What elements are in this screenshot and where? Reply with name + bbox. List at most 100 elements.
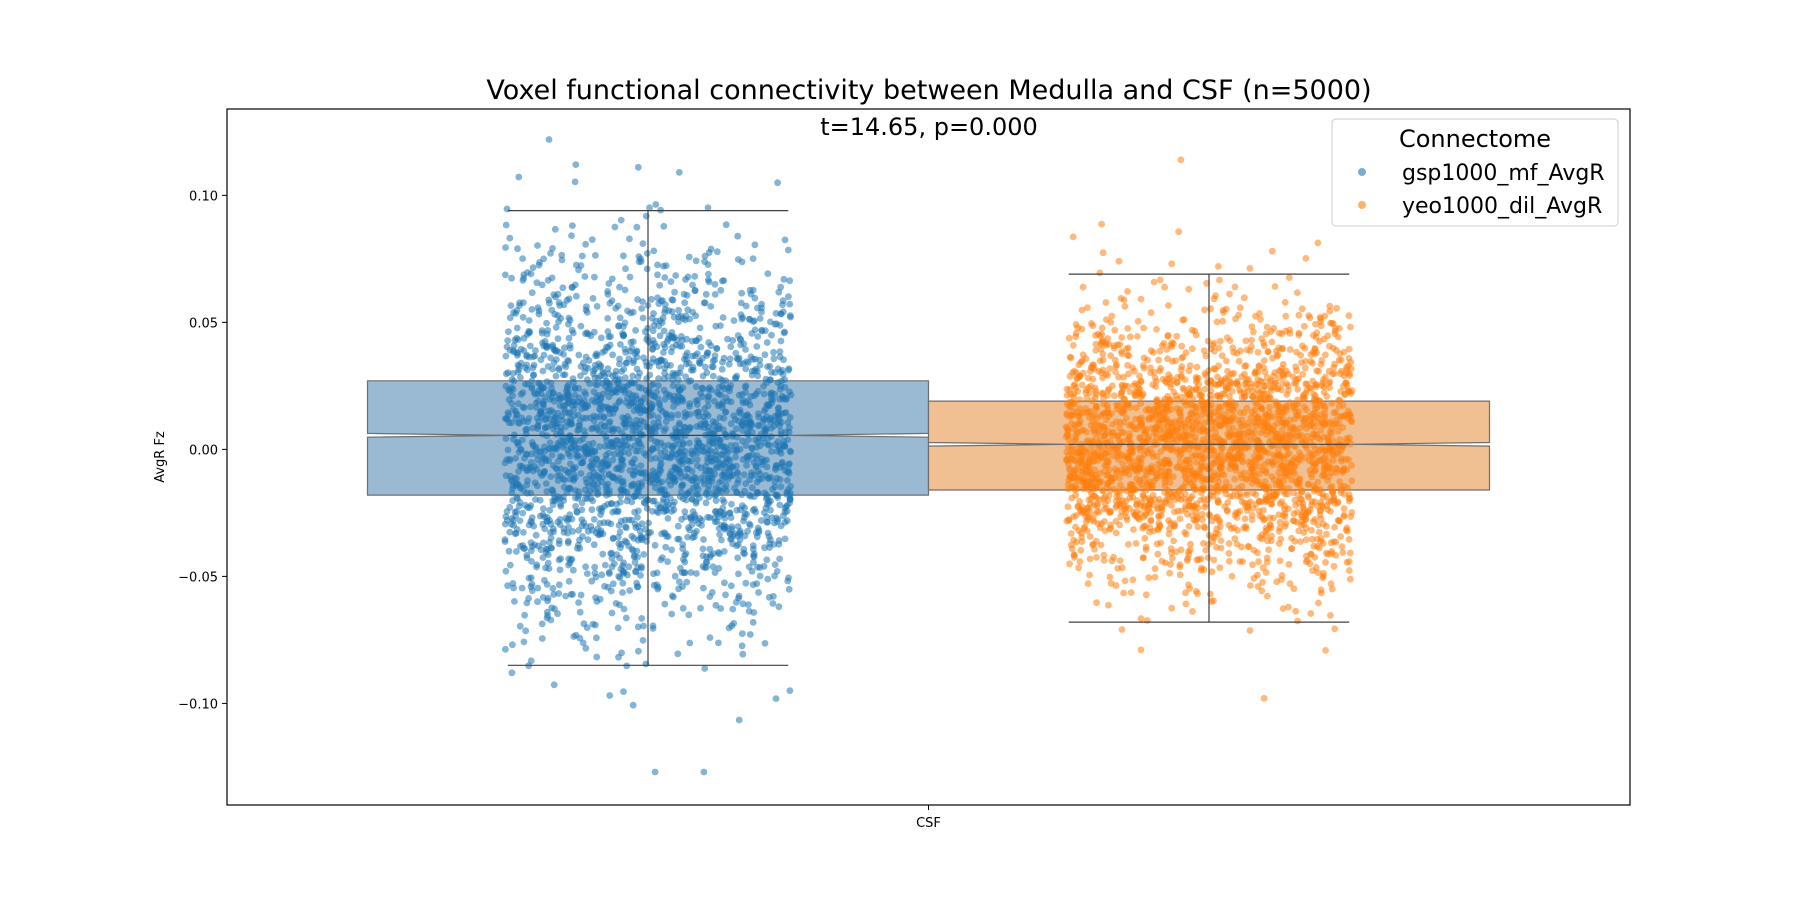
data-point	[1106, 487, 1114, 494]
data-point	[1321, 405, 1329, 413]
data-point	[691, 533, 698, 541]
data-point	[781, 535, 789, 543]
data-point	[527, 403, 534, 411]
data-point	[1276, 518, 1284, 526]
data-point	[1204, 427, 1211, 435]
data-point	[1186, 546, 1194, 554]
data-point	[1345, 410, 1353, 418]
data-point	[704, 261, 712, 268]
data-point	[651, 541, 659, 549]
data-point	[1170, 537, 1177, 545]
data-point	[1072, 523, 1079, 531]
data-point	[1201, 385, 1209, 393]
data-point	[1319, 493, 1327, 501]
data-point	[1204, 495, 1212, 503]
data-point	[1216, 564, 1224, 572]
data-point	[533, 404, 540, 411]
data-point	[686, 424, 694, 431]
data-point	[672, 425, 679, 433]
data-point	[677, 312, 685, 320]
data-point	[588, 457, 596, 464]
data-point	[682, 513, 689, 521]
data-point	[556, 521, 564, 528]
data-point	[785, 428, 793, 436]
data-point	[655, 362, 663, 370]
data-point	[553, 356, 560, 363]
data-point	[596, 505, 603, 513]
data-point	[521, 611, 528, 619]
data-point	[729, 540, 736, 548]
data-point	[697, 423, 704, 430]
data-point	[1104, 387, 1112, 395]
data-point	[712, 484, 720, 492]
data-point	[687, 377, 695, 385]
data-point	[608, 554, 616, 562]
data-point	[1197, 397, 1205, 405]
data-point	[1126, 333, 1134, 341]
data-point	[730, 620, 738, 627]
data-point	[1155, 356, 1162, 364]
data-point	[742, 365, 750, 373]
data-point	[1181, 529, 1189, 536]
data-point	[525, 415, 533, 422]
data-point	[1063, 431, 1071, 438]
data-point	[631, 508, 638, 516]
data-point	[1088, 397, 1096, 405]
data-point	[709, 563, 717, 571]
data-point	[617, 544, 624, 552]
data-point	[1210, 556, 1218, 564]
data-point	[1163, 346, 1170, 353]
data-point	[512, 455, 519, 462]
data-point	[575, 426, 583, 433]
data-point	[1300, 521, 1307, 528]
data-point	[523, 481, 531, 489]
data-point	[518, 414, 526, 422]
data-point	[775, 603, 783, 611]
data-point	[654, 261, 661, 269]
data-point	[1067, 403, 1075, 411]
data-point	[501, 271, 509, 279]
data-point	[1238, 543, 1245, 551]
data-point	[1264, 537, 1271, 545]
data-point	[620, 688, 627, 695]
data-point	[749, 545, 757, 553]
data-point	[1346, 434, 1353, 442]
data-point	[575, 527, 583, 534]
data-point	[565, 334, 573, 342]
data-point	[718, 376, 726, 384]
data-point	[1227, 379, 1234, 387]
data-point	[706, 467, 713, 475]
data-point	[763, 413, 771, 420]
data-point	[1161, 482, 1169, 490]
data-point	[547, 249, 554, 257]
data-point	[1266, 521, 1274, 528]
data-point	[1111, 326, 1119, 334]
data-point	[1331, 625, 1339, 633]
data-point	[508, 478, 516, 485]
data-point	[504, 582, 511, 590]
data-point	[1258, 535, 1266, 543]
data-point	[532, 347, 539, 354]
data-point	[1136, 417, 1144, 424]
data-point	[617, 341, 624, 348]
data-point	[547, 534, 555, 542]
data-point	[1116, 500, 1124, 508]
data-point	[562, 423, 570, 431]
data-point	[1327, 612, 1334, 619]
data-point	[726, 355, 734, 363]
data-point	[1112, 517, 1120, 525]
data-point	[702, 490, 710, 498]
data-point	[598, 478, 606, 486]
data-point	[1134, 333, 1141, 340]
data-point	[582, 364, 589, 371]
data-point	[1105, 340, 1113, 348]
data-point	[786, 300, 794, 308]
data-point	[1072, 432, 1079, 440]
data-point	[574, 411, 582, 419]
data-point	[549, 341, 557, 349]
data-point	[1241, 429, 1248, 437]
data-point	[550, 291, 558, 299]
data-point	[683, 578, 691, 586]
data-point	[775, 540, 783, 548]
data-point	[1185, 285, 1193, 293]
